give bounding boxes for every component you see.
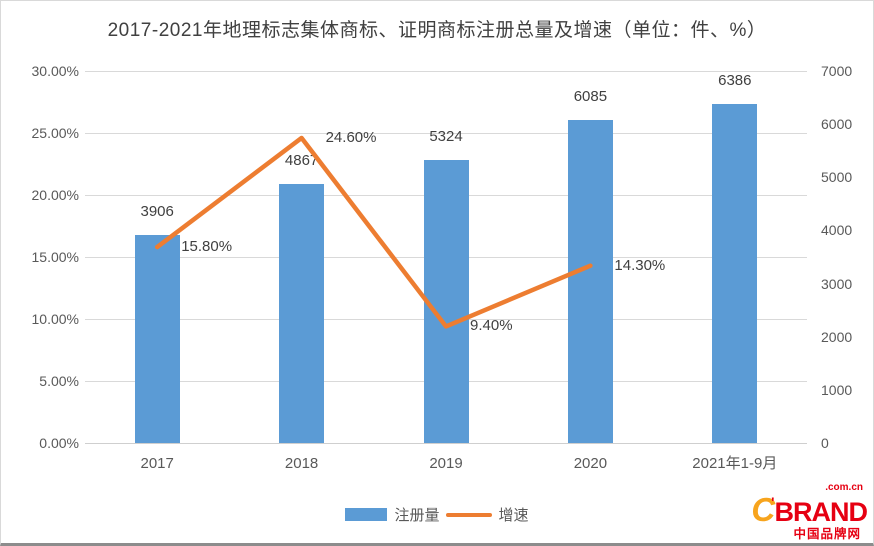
chart-title: 2017-2021年地理标志集体商标、证明商标注册总量及增速（单位：件、%）: [107, 20, 767, 41]
legend-label: 增速: [498, 507, 529, 524]
x-axis-line: [85, 443, 807, 444]
right-axis-tick-label: 0: [821, 435, 829, 451]
brand-watermark: .com.cn C'BRAND 中国品牌网: [739, 482, 868, 541]
bar-value-label: 3906: [140, 203, 174, 221]
bar-value-label: 6085: [573, 87, 608, 105]
line-value-label: 14.30%: [614, 256, 666, 274]
category-label: 2020: [573, 455, 608, 472]
bar-value-label: 6386: [718, 71, 752, 89]
left-axis-tick-label: 25.00%: [31, 125, 79, 141]
legend: 注册量 增速: [1, 504, 873, 525]
left-axis-tick-label: 0.00%: [39, 435, 79, 451]
line-value-label: 24.60%: [325, 128, 377, 146]
brand-domain-text: .com.cn: [825, 482, 863, 493]
legend-line-swatch: [445, 512, 492, 517]
brand-letter-c: C: [751, 491, 775, 528]
brand-tick-mark: ': [771, 494, 775, 510]
bar-value-label: 5324: [429, 128, 463, 146]
left-axis-tick-label: 15.00%: [31, 249, 79, 265]
right-axis-tick-label: 6000: [821, 116, 853, 133]
left-axis-tick-label: 20.00%: [31, 187, 79, 203]
line-value-label: 9.40%: [470, 317, 513, 335]
category-label: 2017: [140, 455, 174, 472]
right-axis-tick-label: 3000: [821, 275, 853, 292]
growth-line-path: [154, 135, 593, 329]
left-axis-tick-label: 5.00%: [39, 373, 79, 389]
category-label: 2018: [284, 455, 319, 472]
bar: [712, 103, 758, 443]
bar: [567, 119, 613, 443]
brand-caption: 中国品牌网: [793, 527, 861, 541]
bar: [423, 160, 469, 443]
legend-item: 注册量: [345, 504, 440, 525]
legend-bar-swatch: [345, 508, 388, 521]
category-label: 2019: [429, 455, 463, 472]
left-axis-tick-label: 30.00%: [31, 63, 79, 79]
gridline: [85, 70, 807, 72]
brand-logo-text: C'BRAND: [739, 491, 868, 528]
right-axis-tick-label: 2000: [821, 328, 853, 345]
gridline: [85, 132, 807, 134]
legend-item: 增速: [445, 504, 529, 525]
bar-value-label: 4867: [284, 152, 319, 170]
bar: [134, 235, 180, 443]
line-value-label: 15.80%: [181, 238, 233, 256]
left-axis-tick-label: 10.00%: [31, 311, 79, 327]
bar: [279, 184, 325, 443]
category-label: 2021年1-9月: [692, 455, 778, 472]
right-axis-tick-label: 7000: [821, 63, 853, 79]
brand-word: BRAND: [774, 497, 868, 527]
right-axis-tick-label: 4000: [821, 222, 853, 239]
right-axis-tick-label: 1000: [821, 381, 853, 398]
right-axis-tick-label: 5000: [821, 169, 853, 186]
legend-label: 注册量: [394, 507, 440, 524]
